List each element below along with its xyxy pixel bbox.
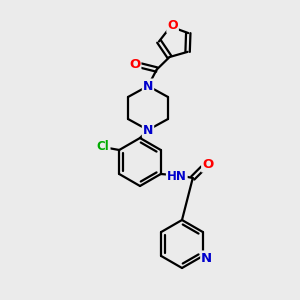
Text: N: N — [143, 80, 153, 92]
Text: N: N — [143, 124, 153, 136]
Text: Cl: Cl — [97, 140, 110, 154]
Text: O: O — [167, 19, 178, 32]
Text: O: O — [202, 158, 213, 172]
Text: O: O — [129, 58, 140, 71]
Text: HN: HN — [167, 169, 187, 182]
Text: N: N — [201, 251, 212, 265]
